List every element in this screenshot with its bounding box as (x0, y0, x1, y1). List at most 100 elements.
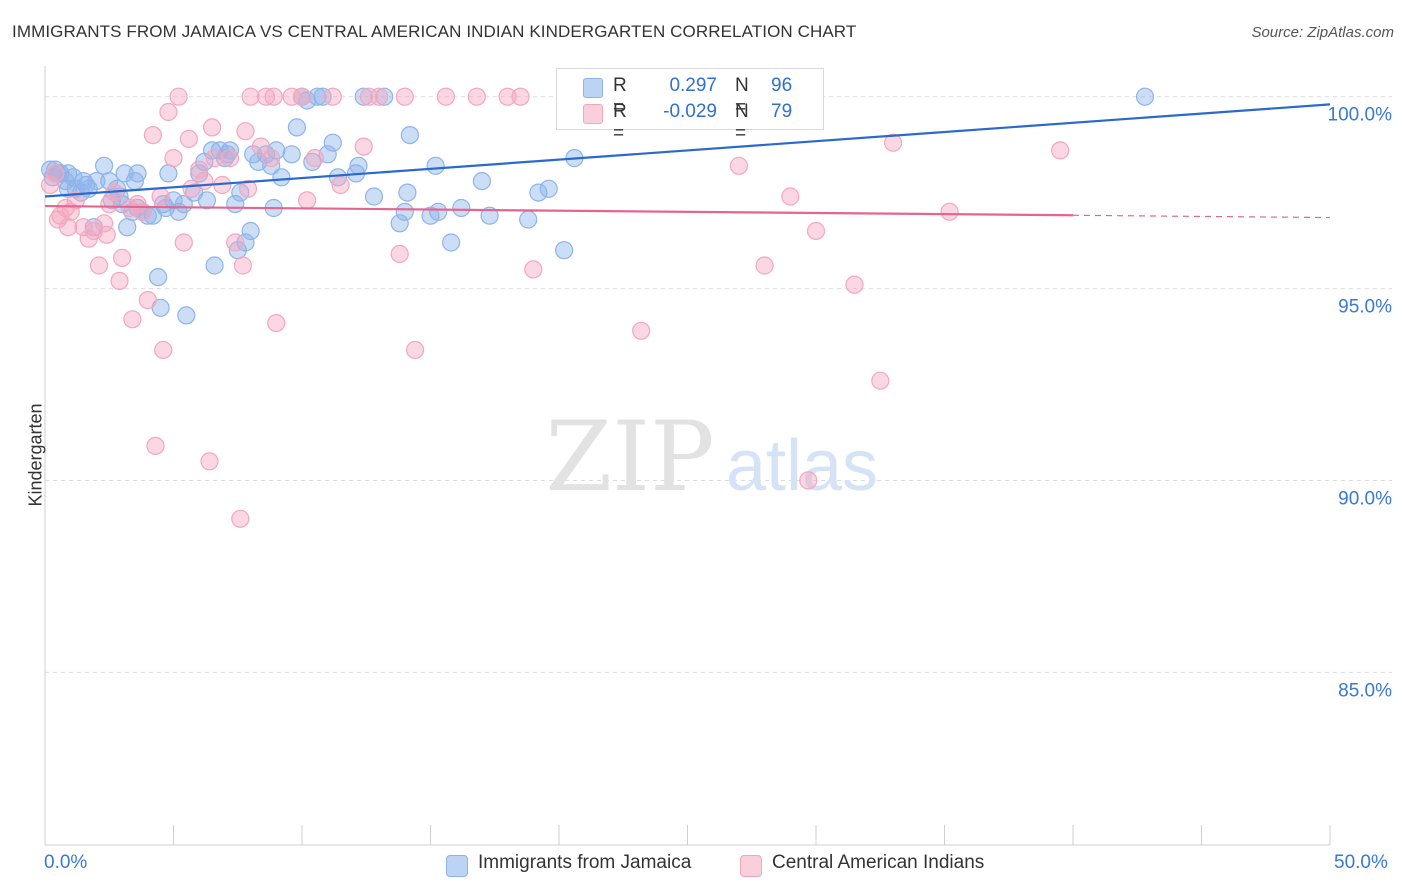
source-label: Source: ZipAtlas.com (1251, 24, 1394, 41)
point-central-american (205, 149, 224, 168)
point-central-american (182, 179, 201, 198)
point-jamaica (159, 164, 178, 183)
point-central-american (179, 129, 198, 148)
point-central-american (940, 202, 959, 221)
legend-r-value: -0.029 (663, 101, 717, 122)
point-jamaica (354, 87, 373, 106)
point-central-american (298, 191, 317, 210)
point-central-american (89, 256, 109, 275)
point-central-american (159, 102, 178, 122)
point-jamaica (205, 256, 224, 275)
legend-n-label: N = (735, 75, 749, 118)
point-jamaica (554, 241, 574, 260)
point-central-american (164, 149, 183, 168)
point-central-american (112, 248, 132, 267)
point-central-american (236, 122, 255, 141)
x-tick-min: 0.0% (44, 852, 88, 873)
point-central-american (883, 133, 903, 152)
point-central-american (632, 321, 651, 340)
point-central-american (755, 256, 774, 275)
trend-line-central-american (44, 204, 1074, 217)
point-jamaica (87, 172, 106, 191)
point-central-american (61, 202, 80, 221)
point-jamaica (149, 268, 168, 287)
point-central-american (262, 149, 281, 168)
trend-line-jamaica (44, 103, 1331, 198)
point-central-american (200, 452, 219, 471)
point-jamaica (395, 202, 414, 221)
point-jamaica (539, 179, 558, 198)
point-central-american (238, 179, 258, 198)
point-central-american (256, 87, 276, 106)
point-jamaica (272, 168, 291, 187)
point-central-american (845, 275, 864, 294)
point-jamaica (429, 202, 448, 221)
gridlines (45, 96, 1392, 673)
point-central-american (231, 509, 250, 528)
point-central-american (436, 87, 455, 106)
point-central-american (151, 187, 170, 206)
point-central-american (729, 156, 749, 175)
legend-r-label: R = (613, 75, 627, 118)
y-axis-label: Kindergarten (25, 403, 46, 507)
stats-legend: R = 0.297 N = 96 R = -0.029 N = 79 (556, 68, 824, 144)
point-central-american (305, 149, 324, 168)
point-jamaica (241, 221, 260, 241)
point-jamaica (308, 87, 327, 106)
point-central-american (74, 218, 93, 237)
point-jamaica (115, 164, 134, 183)
point-jamaica (1135, 87, 1155, 106)
point-central-american (359, 87, 378, 106)
legend-r-label: R = (613, 101, 627, 144)
y-tick-label: 90.0% (1338, 488, 1392, 509)
trend-line-central-american-extension (1072, 214, 1331, 219)
point-central-american (123, 310, 142, 329)
point-central-american (524, 260, 543, 279)
point-jamaica (442, 233, 461, 252)
point-jamaica (519, 210, 538, 229)
point-jamaica (177, 306, 196, 325)
point-jamaica (197, 191, 216, 210)
watermark-zip: ZIP (545, 401, 714, 513)
legend-swatch-blue (583, 78, 603, 98)
point-central-american (251, 137, 270, 156)
legend-swatch-pink (740, 855, 762, 877)
point-jamaica (472, 172, 491, 191)
axes (44, 66, 1331, 846)
legend-label-jamaica: Immigrants from Jamaica (478, 852, 692, 873)
point-central-american (264, 87, 283, 106)
watermark-atlas: atlas (726, 426, 878, 506)
point-central-american (511, 87, 530, 106)
point-jamaica (236, 233, 255, 252)
point-central-american (467, 87, 486, 106)
y-tick-label: 85.0% (1338, 680, 1392, 701)
point-central-american (66, 191, 85, 210)
point-jamaica (94, 156, 114, 175)
legend-r-value: 0.297 (669, 75, 717, 96)
chart-title: IMMIGRANTS FROM JAMAICA VS CENTRAL AMERI… (12, 22, 857, 41)
point-central-american (282, 87, 301, 106)
point-central-american (220, 149, 240, 168)
point-central-american (1051, 141, 1070, 160)
legend-swatch-blue (446, 855, 468, 877)
point-central-american (143, 126, 162, 145)
point-central-american (190, 160, 209, 179)
point-central-american (331, 175, 350, 195)
point-central-american (58, 218, 78, 237)
y-tick-label: 95.0% (1338, 297, 1392, 318)
point-central-american (871, 371, 890, 390)
point-central-american (138, 291, 157, 310)
trend-lines (44, 103, 1331, 219)
watermark: ZIP atlas (545, 401, 878, 513)
point-central-american (154, 340, 173, 360)
point-jamaica (529, 183, 548, 202)
point-central-american (97, 225, 116, 244)
point-central-american (233, 256, 252, 275)
point-jamaica (118, 218, 137, 237)
point-central-american (226, 233, 245, 252)
point-jamaica (398, 183, 417, 202)
point-jamaica (323, 133, 342, 152)
point-central-american (110, 271, 129, 290)
point-central-american (146, 436, 165, 455)
point-central-american (395, 87, 414, 106)
